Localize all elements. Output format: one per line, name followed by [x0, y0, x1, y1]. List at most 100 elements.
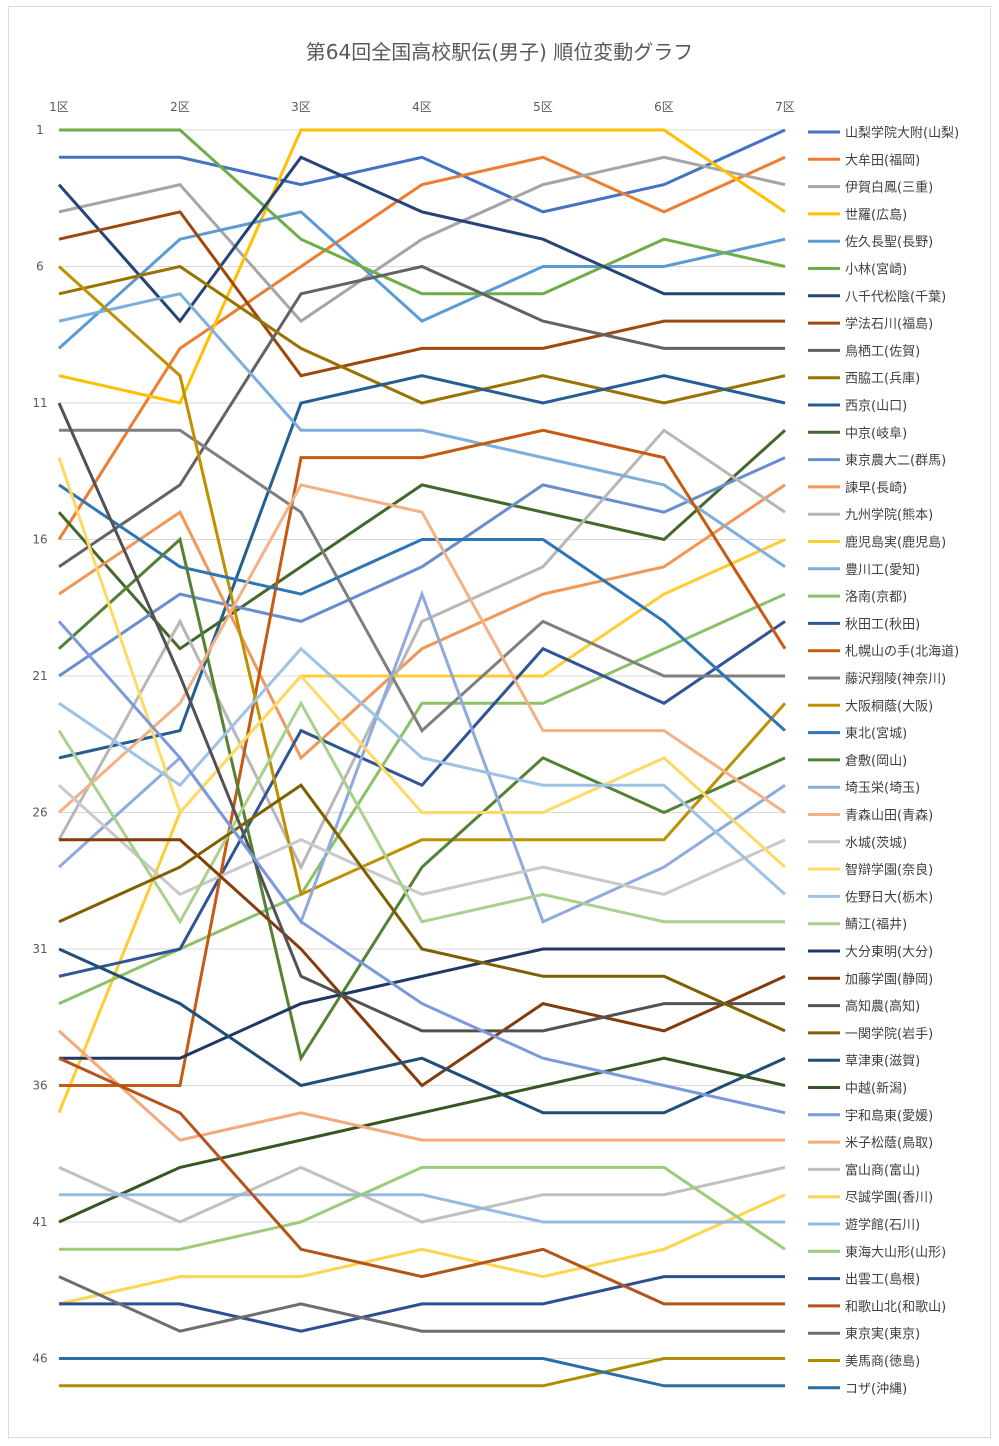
series-line [57, 402, 785, 1033]
legend-label: 埼玉栄(埼玉) [845, 781, 920, 796]
legend-label: 智辯学園(奈良) [845, 862, 933, 878]
legend-label: 鯖江(福井) [845, 918, 907, 933]
series-line [59, 428, 785, 733]
series-line [57, 1029, 785, 1142]
series-line [59, 128, 786, 296]
legend-label: 伊賀白鳳(三重) [845, 180, 933, 196]
series-line [59, 838, 786, 1088]
legend-label: 小林(宮崎) [845, 262, 907, 278]
series-line [58, 456, 786, 678]
series-line [57, 536, 786, 1063]
legend-label: 東京実(東京) [845, 1326, 920, 1342]
series-line [57, 265, 787, 897]
series-line [58, 646, 787, 896]
legend-label: 大阪桐蔭(大阪) [845, 699, 933, 714]
series-line [57, 429, 787, 651]
series-line [59, 1357, 785, 1388]
y-tick-label: 21 [32, 669, 47, 683]
legend-label: 美馬商(徳島) [845, 1355, 920, 1370]
series-line [57, 457, 787, 869]
series-line [59, 128, 786, 214]
chart-frame [8, 6, 991, 1438]
series-line [58, 1193, 786, 1306]
legend-label: 九州学院(熊本) [845, 507, 933, 523]
series-line [58, 264, 785, 569]
x-tick-label: 5区 [533, 100, 553, 114]
y-tick-label: 6 [36, 260, 44, 274]
series-line [58, 947, 786, 1115]
series-line [57, 620, 786, 1115]
series-line [58, 783, 786, 1033]
series-line [59, 1357, 785, 1388]
legend-label: 遊学館(石川) [845, 1217, 920, 1233]
legend-label: 米子松蔭(鳥取) [845, 1136, 933, 1151]
legend-label: 一関学院(岩手) [845, 1026, 933, 1042]
series-line [59, 947, 785, 1060]
legend-label: 大牟田(福岡) [845, 153, 920, 168]
x-tick-label: 2区 [170, 100, 190, 114]
legend-label: 出雲工(島根) [845, 1273, 920, 1288]
y-tick-label: 31 [32, 942, 47, 956]
legend-label: 洛南(京都) [845, 589, 907, 605]
legend-label: 宇和島東(愛媛) [845, 1108, 933, 1124]
series-line [57, 155, 785, 324]
legend-label: 世羅(広島) [845, 208, 907, 223]
legend-label: 大分東明(大分) [845, 944, 933, 960]
series-line [58, 155, 786, 324]
x-tick-label: 7区 [775, 100, 795, 114]
legend-label: 高知農(高知) [845, 999, 920, 1015]
series-line [57, 784, 786, 897]
series-line [59, 1165, 786, 1251]
series-line [58, 483, 786, 761]
x-tick-label: 3区 [291, 100, 311, 114]
series-line [58, 264, 786, 405]
legend-label: 富山商(富山) [845, 1162, 920, 1178]
legend-label: 西脇工(兵庫) [845, 372, 920, 387]
y-tick-label: 26 [32, 806, 47, 820]
x-tick-label: 4区 [412, 100, 432, 114]
y-tick-label: 1 [36, 123, 44, 137]
y-tick-label: 36 [32, 1079, 47, 1093]
legend-label: 中京(岐阜) [845, 425, 907, 441]
legend-label: 尽誠学園(香川) [845, 1190, 933, 1206]
legend-label: 札幌山の手(北海道) [845, 644, 959, 660]
legend-label: コザ(沖縄) [845, 1382, 907, 1397]
series-line [58, 292, 786, 569]
legend-label: 青森山田(青森) [845, 809, 933, 824]
y-tick-label: 41 [32, 1215, 47, 1229]
series-line [59, 1193, 785, 1224]
legend-label: 倉敷(岡山) [845, 754, 907, 769]
chart-title: 第64回全国高校駅伝(男子) 順位変動グラフ [305, 40, 694, 64]
legend-label: 佐久長聖(長野) [845, 235, 933, 250]
series-line [57, 700, 785, 925]
x-tick-label: 1区 [49, 100, 69, 114]
legend-label: 諫早(長崎) [845, 480, 907, 496]
series-line [57, 155, 786, 541]
legend-label: 学法石川(福島) [845, 316, 933, 332]
series-line [58, 1056, 786, 1224]
series-line [57, 483, 786, 814]
legend-label: 八千代松陰(千葉) [845, 290, 946, 305]
series-line [58, 1275, 785, 1333]
legend-label: 西京(山口) [845, 399, 907, 414]
series-line [59, 428, 787, 1087]
legend-label: 東京農大二(群馬) [845, 453, 946, 469]
y-tick-label: 46 [32, 1352, 47, 1366]
series-line [57, 428, 786, 871]
legend-label: 和歌山北(和歌山) [845, 1300, 946, 1315]
series-line [58, 483, 787, 732]
legend-label: 豊川工(愛知) [845, 562, 920, 578]
series-line [58, 1165, 786, 1224]
legend-label: 佐野日大(栃木) [845, 890, 933, 905]
legend-label: 東海大山形(山形) [845, 1244, 946, 1260]
y-tick-label: 16 [32, 533, 47, 547]
series-line [58, 592, 786, 1005]
legend-label: 鳥栖工(佐賀) [845, 344, 920, 359]
series-line [58, 128, 786, 405]
legend-label: 東北(宮城) [845, 726, 907, 742]
legend-label: 鹿児島実(鹿児島) [845, 535, 946, 551]
series-line [58, 620, 786, 978]
legend-label: 山梨学院大附(山梨) [845, 125, 959, 141]
y-tick-label: 11 [32, 396, 47, 410]
